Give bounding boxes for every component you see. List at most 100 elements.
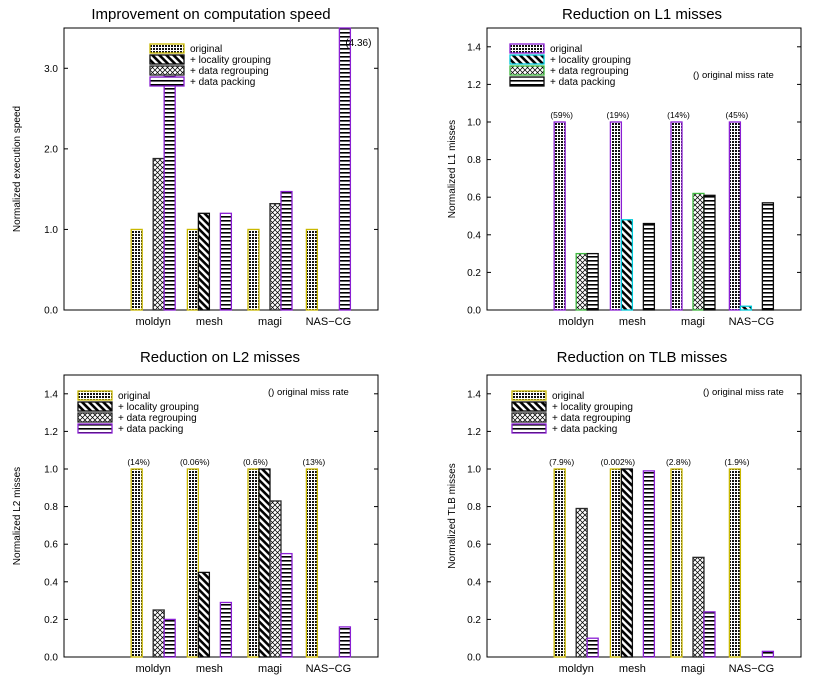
chart-title: Reduction on L1 misses bbox=[562, 6, 722, 23]
x-tick-label: magi bbox=[681, 663, 705, 675]
x-tick-label: magi bbox=[258, 663, 282, 675]
bar-locality-grouping-2 bbox=[258, 468, 271, 658]
y-axis-label: Normalized L1 misses bbox=[447, 120, 458, 218]
bar-data-packing-2 bbox=[280, 552, 293, 658]
bar-data-packing-3 bbox=[338, 27, 352, 311]
legend-swatch-1 bbox=[511, 390, 547, 401]
bar-data-packing-0 bbox=[586, 252, 599, 311]
bar-original-3 bbox=[728, 121, 742, 311]
legend-swatch-3 bbox=[149, 65, 185, 76]
y-tick-label: 1.0 bbox=[44, 465, 58, 476]
bar-data-packing-0 bbox=[163, 618, 176, 658]
y-tick-label: 0.2 bbox=[467, 615, 481, 626]
bar-data-regrouping-0 bbox=[575, 252, 588, 311]
bar-data-packing-2 bbox=[280, 190, 293, 311]
x-tick-label: moldyn bbox=[558, 316, 593, 328]
legend-label: + locality grouping bbox=[550, 55, 631, 66]
bar-original-0 bbox=[553, 121, 566, 311]
y-tick-label: 1.4 bbox=[467, 42, 481, 53]
miss-rate-label: (14%) bbox=[127, 457, 150, 467]
legend-swatch-3 bbox=[511, 412, 547, 423]
legend-swatch-1 bbox=[149, 43, 185, 54]
legend-label: original bbox=[550, 44, 582, 55]
y-tick-label: 0.8 bbox=[467, 155, 481, 166]
y-tick-label: 0.4 bbox=[467, 577, 481, 588]
legend-swatch-1 bbox=[77, 390, 113, 401]
miss-rate-label: (2.8%) bbox=[666, 457, 691, 467]
legend-swatch-2 bbox=[149, 54, 185, 65]
x-tick-label: mesh bbox=[619, 663, 646, 675]
y-tick-label: 0.8 bbox=[44, 502, 58, 513]
y-tick-label: 0.6 bbox=[467, 193, 481, 204]
y-tick-label: 0.0 bbox=[44, 306, 58, 317]
bar-data-regrouping-2 bbox=[269, 500, 282, 658]
bar-original-1 bbox=[609, 468, 623, 658]
bar-data-regrouping-2 bbox=[269, 202, 282, 311]
legend-label: original bbox=[190, 44, 222, 55]
bar-original-0 bbox=[130, 228, 143, 311]
chart-panel-4: Reduction on TLB misses Normalized TLB mi… bbox=[447, 349, 802, 675]
y-tick-label: 1.4 bbox=[44, 389, 58, 400]
x-tick-label: mesh bbox=[619, 316, 646, 328]
y-tick-label: 1.4 bbox=[467, 389, 481, 400]
bar-data-regrouping-0 bbox=[152, 609, 165, 658]
y-tick-label: 0.4 bbox=[44, 577, 58, 588]
overflow-value-label: (4.36) bbox=[345, 38, 371, 49]
x-tick-label: mesh bbox=[196, 663, 223, 675]
bar-original-3 bbox=[305, 468, 319, 658]
bar-data-packing-2 bbox=[703, 611, 716, 658]
legend-swatch-4 bbox=[511, 423, 547, 434]
legend-label: + data regrouping bbox=[550, 66, 629, 77]
bar-original-3 bbox=[728, 468, 742, 658]
legend-swatch-4 bbox=[509, 76, 545, 87]
legend-swatch-2 bbox=[511, 401, 547, 412]
miss-rate-label: (13%) bbox=[303, 457, 326, 467]
legend-label: + data regrouping bbox=[190, 66, 269, 77]
bar-original-0 bbox=[553, 468, 566, 658]
bar-data-packing-1 bbox=[219, 601, 233, 658]
miss-rate-note: () original miss rate bbox=[693, 70, 774, 81]
bar-original-1 bbox=[609, 121, 623, 311]
bar-data-packing-0 bbox=[586, 637, 599, 658]
bar-data-packing-3 bbox=[761, 202, 775, 311]
bar-original-2 bbox=[247, 468, 260, 658]
legend-label: + data packing bbox=[552, 424, 617, 435]
bar-original-1 bbox=[186, 228, 200, 311]
bar-data-packing-2 bbox=[703, 194, 716, 311]
miss-rate-note: () original miss rate bbox=[703, 387, 784, 398]
miss-rate-label: (0.6%) bbox=[243, 457, 268, 467]
bar-locality-grouping-1 bbox=[197, 212, 211, 311]
bar-original-2 bbox=[247, 228, 260, 311]
x-tick-label: moldyn bbox=[558, 663, 593, 675]
y-tick-label: 1.0 bbox=[467, 118, 481, 129]
x-tick-label: NAS−CG bbox=[306, 663, 352, 675]
bar-data-packing-3 bbox=[761, 650, 775, 658]
x-tick-label: magi bbox=[258, 316, 282, 328]
legend-label: + data packing bbox=[190, 77, 255, 88]
bar-locality-grouping-1 bbox=[197, 571, 211, 658]
legend-label: + locality grouping bbox=[190, 55, 271, 66]
bar-original-0 bbox=[130, 468, 143, 658]
bar-data-regrouping-2 bbox=[692, 556, 705, 658]
legend-label: + data packing bbox=[550, 77, 615, 88]
y-tick-label: 0.2 bbox=[467, 268, 481, 279]
legend-swatch-1 bbox=[509, 43, 545, 54]
bar-original-1 bbox=[186, 468, 200, 658]
miss-rate-label: (59%) bbox=[550, 110, 573, 120]
y-tick-label: 3.0 bbox=[44, 64, 58, 75]
x-tick-label: moldyn bbox=[135, 316, 170, 328]
miss-rate-note: () original miss rate bbox=[268, 387, 349, 398]
bar-original-3 bbox=[305, 228, 319, 311]
bar-data-packing-0 bbox=[163, 66, 176, 311]
chart-title: Improvement on computation speed bbox=[91, 6, 330, 23]
miss-rate-label: (45%) bbox=[726, 110, 749, 120]
bar-data-regrouping-2 bbox=[692, 192, 705, 311]
y-tick-label: 0.6 bbox=[44, 540, 58, 551]
legend-swatch-4 bbox=[149, 76, 185, 87]
legend-label: + data packing bbox=[118, 424, 183, 435]
x-tick-label: magi bbox=[681, 316, 705, 328]
legend-swatch-3 bbox=[77, 412, 113, 423]
miss-rate-label: (19%) bbox=[607, 110, 630, 120]
